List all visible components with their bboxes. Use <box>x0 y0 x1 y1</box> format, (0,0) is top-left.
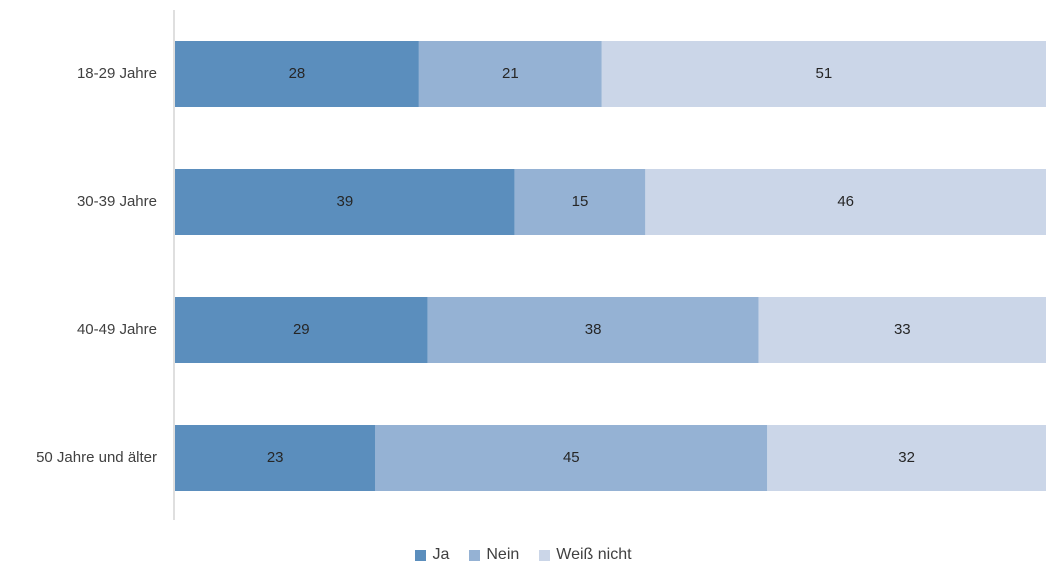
bar-weiss-nicht-3 <box>758 297 1046 363</box>
legend-item-weiss-nicht: Weiß nicht <box>539 546 632 564</box>
legend-item-nein: Nein <box>469 546 519 564</box>
category-label-3: 40-49 Jahre <box>77 321 157 338</box>
legend-swatch-nein <box>469 549 481 561</box>
bar-nein-3 <box>427 297 759 363</box>
legend-swatch-ja <box>415 549 427 561</box>
bar-ja-3 <box>175 297 428 363</box>
data-label-ja-4: 23 <box>267 449 284 466</box>
data-label-weiss-nicht-2: 46 <box>837 193 854 210</box>
bar-nein-4 <box>375 425 768 491</box>
data-label-ja-2: 39 <box>337 193 354 210</box>
category-label-4: 50 Jahre und älter <box>36 449 157 466</box>
data-label-nein-4: 45 <box>563 449 580 466</box>
bar-nein-2 <box>514 169 646 235</box>
legend-label-nein: Nein <box>486 546 520 563</box>
data-label-nein-2: 15 <box>572 193 589 210</box>
data-label-nein-1: 21 <box>502 65 519 82</box>
bar-ja-4 <box>175 425 376 491</box>
bar-ja-2 <box>175 169 515 235</box>
category-label-1: 18-29 Jahre <box>77 65 157 82</box>
legend-swatch-weiss-nicht <box>539 549 551 561</box>
category-label-2: 30-39 Jahre <box>77 193 157 210</box>
bar-weiss-nicht-2 <box>645 169 1046 235</box>
bar-ja-1 <box>175 41 419 107</box>
bar-weiss-nicht-4 <box>767 425 1046 491</box>
data-label-weiss-nicht-4: 32 <box>898 449 915 466</box>
legend-label-weiss-nicht: Weiß nicht <box>556 546 632 563</box>
bar-weiss-nicht-1 <box>601 41 1046 107</box>
bars-group <box>175 41 1046 491</box>
legend-item-ja: Ja <box>415 546 449 564</box>
bar-nein-1 <box>418 41 602 107</box>
legend-label-ja: Ja <box>432 546 450 563</box>
stacked-bar-chart: 18-29 Jahre 28 21 51 30-39 Jahre 39 15 46 40-49 … <box>36 10 1046 520</box>
legend: Ja Nein Weiß nicht <box>0 546 1047 564</box>
data-label-ja-1: 28 <box>289 65 306 82</box>
data-label-weiss-nicht-3: 33 <box>894 321 911 338</box>
data-label-ja-3: 29 <box>293 321 310 338</box>
labels-group: 18-29 Jahre 28 21 51 30-39 Jahre 39 15 46 40-49 … <box>36 65 915 466</box>
data-label-nein-3: 38 <box>585 321 602 338</box>
data-label-weiss-nicht-1: 51 <box>816 65 833 82</box>
